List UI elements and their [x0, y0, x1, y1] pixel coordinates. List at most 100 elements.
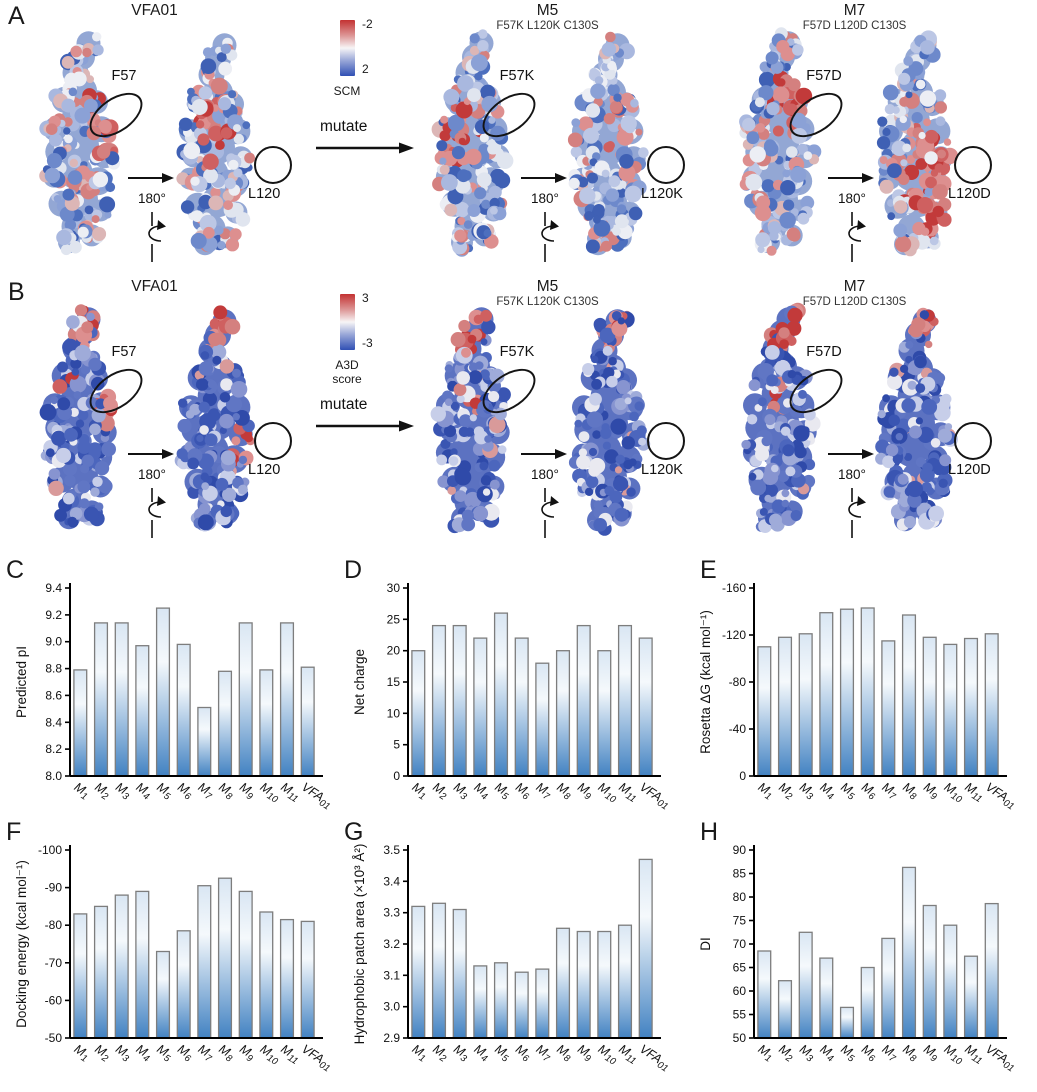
protein-group-m5-a3d: M5 F57K L120K C130S F57K L120K 180°: [415, 278, 695, 550]
bar: [452, 908, 467, 1039]
bar: [493, 612, 509, 777]
svg-text:-80: -80: [45, 918, 63, 932]
protein-title: M5: [536, 2, 559, 19]
bar: [493, 962, 509, 1039]
svg-text:180°: 180°: [838, 467, 866, 482]
svg-text:VFA01: VFA01: [981, 780, 1019, 813]
svg-text:-80: -80: [729, 675, 747, 689]
protein-surface-back: [176, 33, 255, 256]
svg-text:M7: M7: [194, 1042, 217, 1065]
bar: [984, 902, 999, 1039]
bar: [155, 950, 171, 1039]
svg-text:M10: M10: [594, 780, 621, 806]
bar: [431, 902, 447, 1039]
protein-subtitle: F57K L120K C130S: [496, 296, 599, 308]
svg-text:M2: M2: [91, 780, 114, 803]
svg-text:80: 80: [733, 890, 747, 904]
residue-highlight-circle: [954, 146, 992, 184]
svg-text:M2: M2: [429, 780, 452, 803]
bar: [135, 645, 150, 777]
residue-label-back: L120: [248, 462, 281, 478]
svg-text:8.4: 8.4: [45, 715, 62, 729]
svg-text:Hydrophobic patch area (×10³ Å: Hydrophobic patch area (×10³ Å²): [352, 844, 367, 1045]
bar: [473, 965, 488, 1039]
svg-text:M11: M11: [615, 780, 641, 805]
bar: [757, 950, 772, 1039]
svg-text:3.3: 3.3: [383, 906, 400, 920]
svg-text:90: 90: [733, 843, 747, 857]
svg-text:M1: M1: [754, 780, 776, 803]
svg-text:M2: M2: [775, 780, 798, 803]
bar: [881, 640, 896, 777]
bar: [93, 622, 109, 777]
svg-text:50: 50: [733, 1031, 747, 1045]
bar: [197, 706, 212, 777]
bar: [279, 918, 295, 1039]
residue-label-front: F57D: [806, 68, 842, 84]
svg-text:M8: M8: [553, 1042, 576, 1065]
residue-highlight-circle: [254, 146, 292, 184]
bar: [819, 612, 834, 777]
svg-text:180°: 180°: [531, 467, 559, 482]
svg-text:VFA01: VFA01: [981, 1042, 1019, 1075]
colorbar-caption: A3D score: [332, 358, 362, 387]
svg-text:M3: M3: [795, 1042, 818, 1065]
bar: [798, 633, 813, 777]
bar: [514, 637, 529, 777]
bar: [176, 930, 191, 1039]
rotation-180-widget: 180°: [128, 173, 174, 262]
svg-text:8.8: 8.8: [45, 662, 62, 676]
colorbar-top-label: 3: [362, 291, 369, 305]
svg-text:0: 0: [393, 769, 400, 783]
bar: [452, 624, 467, 777]
svg-text:30: 30: [387, 581, 401, 595]
rotation-180-widget: 180°: [521, 449, 567, 538]
svg-text:180°: 180°: [838, 191, 866, 206]
svg-text:180°: 180°: [531, 191, 559, 206]
svg-text:-60: -60: [45, 993, 63, 1007]
protein-subtitle: F57K L120K C130S: [496, 20, 599, 32]
bar: [576, 624, 591, 777]
svg-text:-50: -50: [45, 1031, 63, 1045]
bar: [217, 670, 233, 777]
svg-text:M5: M5: [837, 780, 860, 803]
bar: [300, 920, 315, 1039]
svg-text:M7: M7: [194, 780, 217, 803]
svg-text:M9: M9: [919, 1042, 942, 1065]
residue-highlight-circle: [647, 422, 685, 460]
svg-text:Net charge: Net charge: [352, 649, 367, 715]
svg-text:M5: M5: [491, 780, 514, 803]
residue-label-front: F57: [111, 344, 137, 360]
right-arrow-icon: [316, 420, 414, 432]
protein-group-m5-scm: M5 F57K L120K C130S F57K L120K 180°: [415, 2, 695, 274]
bar: [114, 622, 129, 777]
svg-text:M10: M10: [594, 1042, 621, 1068]
bar: [155, 607, 171, 777]
residue-label-front: F57K: [499, 344, 535, 360]
svg-text:-100: -100: [38, 843, 62, 857]
svg-text:M4: M4: [470, 780, 492, 803]
rotation-180-widget: 180°: [128, 449, 174, 538]
panel-letter-c: C: [6, 556, 25, 584]
bar: [259, 911, 274, 1039]
svg-text:M1: M1: [70, 1042, 92, 1065]
bar: [777, 636, 793, 777]
svg-text:25: 25: [387, 612, 401, 626]
bar: [617, 624, 633, 777]
svg-text:M7: M7: [532, 1042, 555, 1065]
residue-highlight-circle: [254, 422, 292, 460]
colorbar-a3d: 3 -3 A3D score: [332, 291, 406, 404]
svg-text:M2: M2: [91, 1042, 114, 1065]
bar: [259, 669, 274, 777]
svg-text:8.6: 8.6: [45, 688, 62, 702]
bar: [597, 650, 612, 777]
svg-text:70: 70: [733, 937, 747, 951]
residue-highlight-circle: [954, 422, 992, 460]
rotation-180-widget: 180°: [521, 173, 567, 262]
protein-surface-front: [431, 29, 514, 257]
svg-text:-120: -120: [722, 628, 746, 642]
bar: [839, 1006, 855, 1039]
svg-text:VFA01: VFA01: [635, 780, 673, 813]
colorbar-gradient: [340, 20, 355, 76]
residue-label-back: L120D: [948, 462, 991, 478]
